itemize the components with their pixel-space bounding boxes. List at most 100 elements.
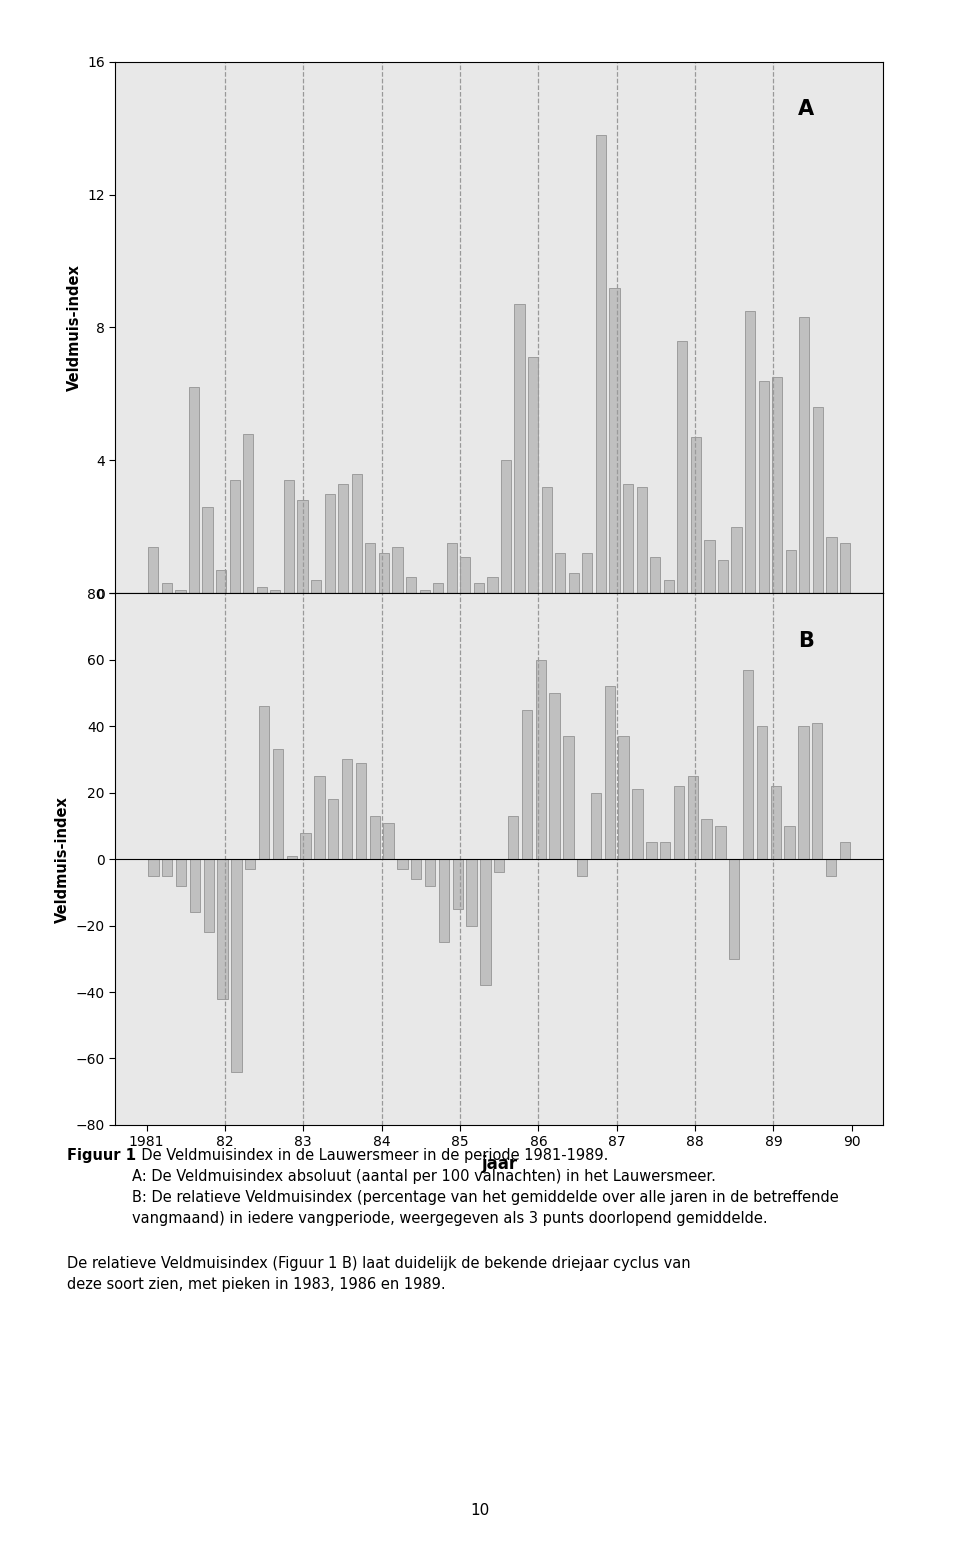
Bar [311,579,322,593]
Bar [379,553,389,593]
Bar [356,763,366,860]
Bar [162,860,173,875]
Bar [393,547,402,593]
X-axis label: jaar: jaar [481,623,517,641]
Bar [342,760,352,860]
Bar [718,559,728,593]
Text: . De Veldmuisindex in de Lauwersmeer in de periode 1981-1989.
A: De Veldmuisinde: . De Veldmuisindex in de Lauwersmeer in … [132,1148,839,1227]
Bar [745,311,756,593]
Bar [636,487,647,593]
Bar [300,832,311,860]
Text: 10: 10 [470,1502,490,1518]
Bar [204,860,214,932]
Bar [284,481,294,593]
Y-axis label: Veldmuis-index: Veldmuis-index [66,264,82,391]
Bar [536,660,546,860]
Bar [420,590,430,593]
Bar [568,573,579,593]
Bar [452,860,463,909]
Bar [826,860,836,875]
Bar [446,544,457,593]
Bar [406,576,416,593]
Bar [328,800,339,860]
Bar [245,860,255,869]
Bar [827,536,836,593]
Bar [370,815,380,860]
Bar [189,387,199,593]
Bar [229,481,240,593]
Bar [190,860,200,912]
Bar [521,709,532,860]
Bar [715,826,726,860]
Bar [515,304,524,593]
Text: De relatieve Veldmuisindex (Figuur 1 B) laat duidelijk de bekende driejaar cyclu: De relatieve Veldmuisindex (Figuur 1 B) … [67,1256,691,1291]
Bar [259,706,270,860]
Bar [610,288,619,593]
Bar [784,826,795,860]
Bar [383,823,394,860]
Bar [702,820,711,860]
Bar [650,556,660,593]
Bar [732,527,742,593]
Bar [743,670,754,860]
Bar [800,317,809,593]
Bar [324,493,335,593]
Text: B: B [799,630,814,650]
Bar [273,749,283,860]
Bar [758,381,769,593]
Bar [351,473,362,593]
Bar [813,407,823,593]
Bar [439,860,449,942]
Y-axis label: Veldmuis-index: Veldmuis-index [55,795,70,923]
Bar [549,693,560,860]
Bar [460,556,470,593]
Bar [217,860,228,999]
Bar [162,584,172,593]
Bar [577,860,588,875]
Bar [488,576,497,593]
Bar [494,860,504,872]
Bar [618,737,629,860]
Bar [411,860,421,878]
Bar [596,134,606,593]
Bar [623,484,634,593]
Bar [590,792,601,860]
Bar [338,484,348,593]
Bar [425,860,435,886]
Bar [148,547,158,593]
Bar [564,737,573,860]
Bar [633,789,642,860]
Bar [541,487,552,593]
Bar [705,541,714,593]
Bar [216,570,227,593]
Bar [785,550,796,593]
Bar [271,590,280,593]
Bar [729,860,739,959]
Bar [256,587,267,593]
Bar [605,686,615,860]
Bar [840,544,851,593]
Bar [771,786,781,860]
Bar [176,590,185,593]
X-axis label: jaar: jaar [481,1154,517,1173]
Bar [176,860,186,886]
Text: A: A [799,99,814,119]
Bar [433,584,444,593]
Bar [772,378,782,593]
Bar [528,358,539,593]
Bar [203,507,213,593]
Bar [799,726,808,860]
Bar [677,341,687,593]
Bar [397,860,408,869]
Bar [231,860,242,1073]
Bar [660,843,670,860]
Bar [687,777,698,860]
Bar [467,860,477,926]
Bar [674,786,684,860]
Bar [365,544,375,593]
Bar [148,860,158,875]
Bar [501,461,511,593]
Bar [243,435,253,593]
Bar [583,553,592,593]
Bar [663,579,674,593]
